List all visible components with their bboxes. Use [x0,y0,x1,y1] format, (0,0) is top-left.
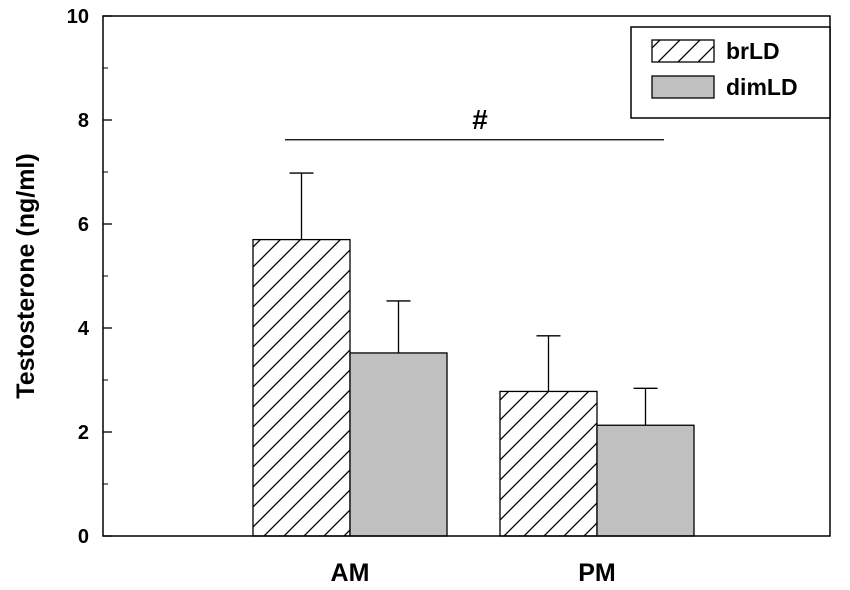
x-category-label: PM [578,559,616,587]
y-tick-label: 10 [67,6,89,28]
y-tick-label: 2 [78,422,89,444]
significance-marker: # [472,104,488,135]
legend-swatch-brld [651,39,715,63]
y-axis-title: Testosterone (ng/ml) [12,153,40,398]
bar-brld-am [252,238,351,537]
bar-dimld-pm [596,424,695,537]
bars [252,238,695,537]
y-axis-ticks: 0 2 4 6 8 10 [67,6,112,548]
error-bars [289,172,658,426]
legend-label-dimld: dimLD [726,74,798,100]
x-axis-categories: AM PM [331,559,616,587]
y-tick-label: 0 [78,526,89,548]
bar-brld-pm [499,390,598,537]
legend-swatch-dimld [651,75,715,99]
bar-dimld-am [349,352,448,537]
y-tick-label: 8 [78,110,89,132]
legend-label-brld: brLD [726,38,780,64]
x-category-label: AM [331,559,370,587]
plot-frame [102,15,831,537]
legend: brLD dimLD [630,26,831,119]
y-tick-label: 4 [78,318,90,340]
y-tick-label: 6 [78,214,89,236]
